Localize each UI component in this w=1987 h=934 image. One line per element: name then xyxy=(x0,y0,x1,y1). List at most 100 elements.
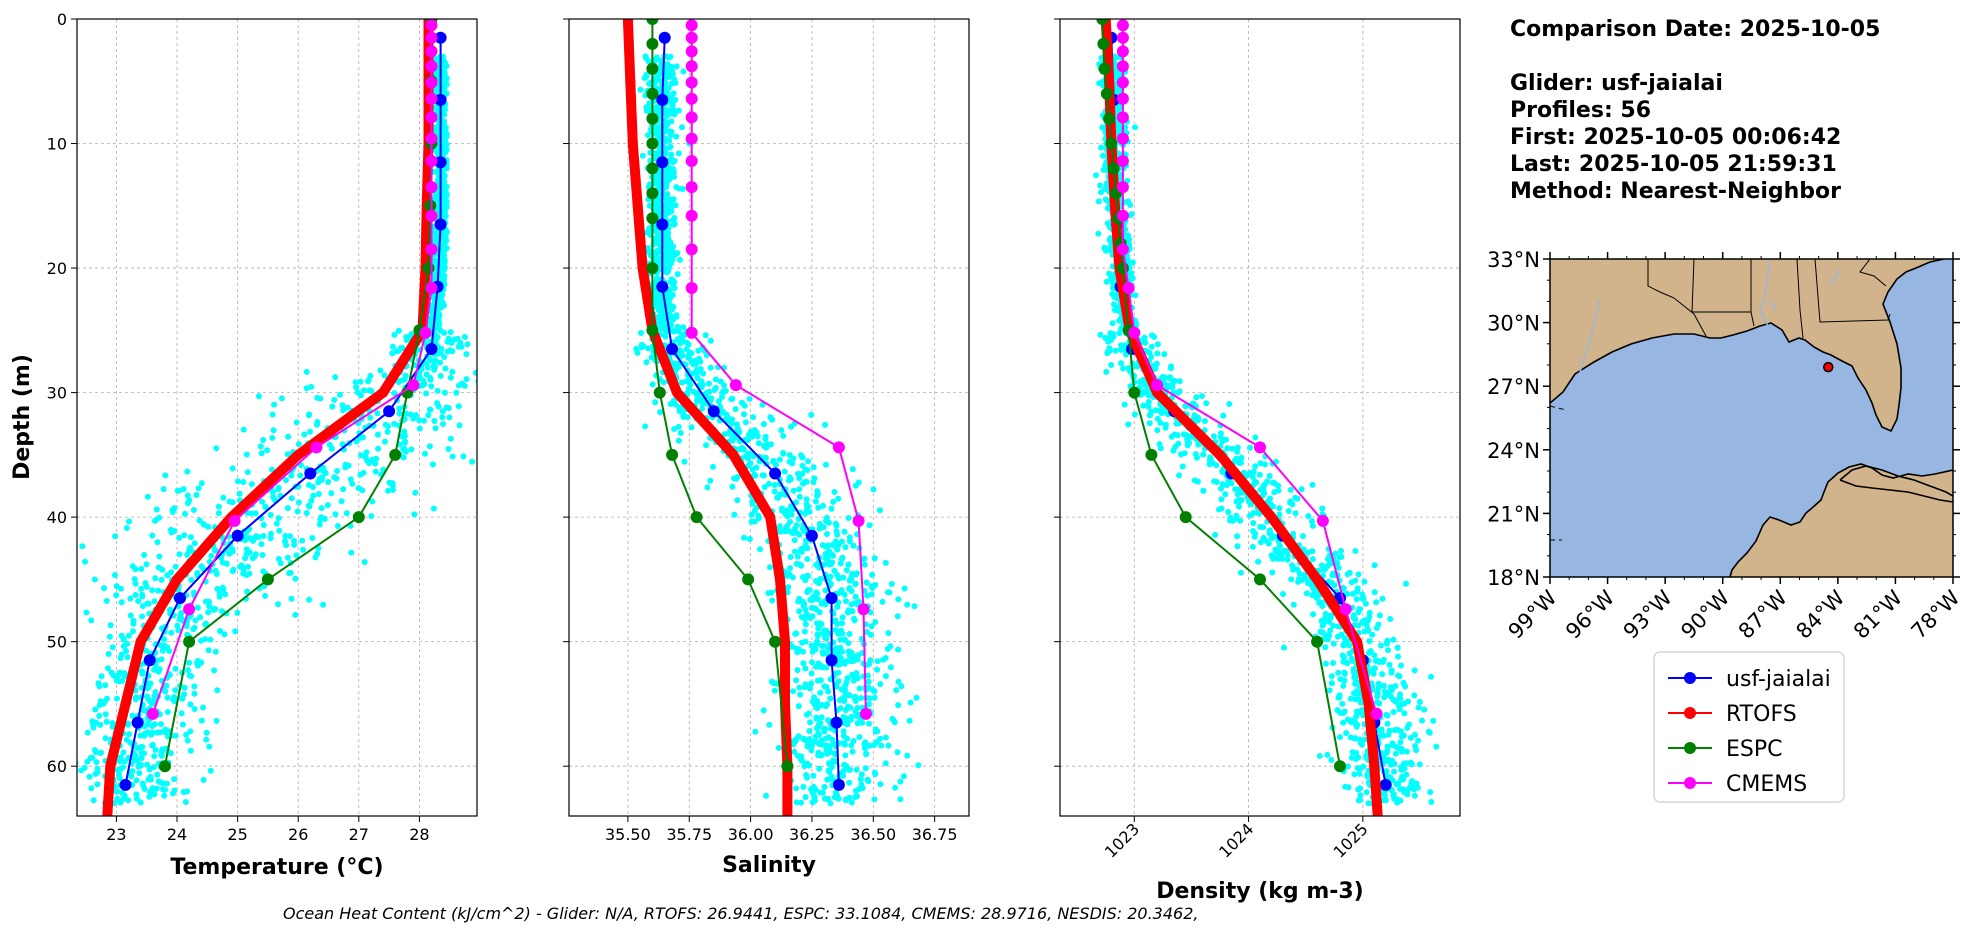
glider-scatter-point xyxy=(806,728,813,734)
glider-scatter-point xyxy=(1144,387,1151,394)
glider-scatter-point xyxy=(665,266,672,273)
glider-scatter-point xyxy=(1132,124,1138,131)
glider-scatter-point xyxy=(805,458,812,465)
glider-scatter-point xyxy=(637,86,644,93)
glider-scatter-point xyxy=(804,556,811,563)
glider-scatter-point xyxy=(1426,729,1433,736)
usf-jaialai-point xyxy=(231,529,244,542)
glider-scatter-point xyxy=(118,651,125,658)
glider-scatter-point xyxy=(856,734,863,740)
glider-scatter-point xyxy=(389,487,396,493)
glider-scatter-point xyxy=(706,380,712,387)
glider-scatter-point xyxy=(1195,441,1202,448)
glider-scatter-point xyxy=(1421,706,1428,713)
glider-scatter-point xyxy=(892,784,899,791)
glider-scatter-point xyxy=(741,402,748,409)
glider-scatter-point xyxy=(88,617,95,624)
glider-scatter-point xyxy=(844,735,851,742)
glider-scatter-point xyxy=(164,694,171,701)
glider-scatter-point xyxy=(309,535,316,541)
glider-scatter-point xyxy=(1407,759,1414,766)
glider-scatter-point xyxy=(200,521,207,527)
glider-scatter-point xyxy=(664,54,671,61)
glider-scatter-point xyxy=(729,436,736,443)
glider-scatter-point xyxy=(846,577,853,584)
glider-scatter-point xyxy=(130,628,136,635)
glider-scatter-point xyxy=(1341,669,1348,676)
glider-scatter-point xyxy=(803,501,810,508)
glider-scatter-point xyxy=(447,435,454,442)
glider-scatter-point xyxy=(377,367,384,374)
CMEMS-point xyxy=(419,326,432,339)
glider-scatter-point xyxy=(229,546,236,553)
glider-scatter-point xyxy=(804,545,811,552)
glider-scatter-point xyxy=(684,414,691,421)
glider-scatter-point xyxy=(800,660,807,667)
usf-jaialai-point xyxy=(769,467,782,480)
CMEMS-point xyxy=(425,111,438,124)
glider-scatter-point xyxy=(800,783,807,790)
glider-scatter-point xyxy=(255,393,262,400)
glider-scatter-point xyxy=(906,717,913,724)
ESPC-point xyxy=(261,573,274,586)
glider-scatter-point xyxy=(841,761,848,768)
glider-scatter-point xyxy=(849,748,856,755)
glider-scatter-point xyxy=(868,631,874,638)
glider-scatter-point xyxy=(268,530,274,537)
glider-scatter-point xyxy=(431,418,438,424)
glider-scatter-point xyxy=(314,394,321,401)
glider-scatter-point xyxy=(1403,748,1410,755)
glider-scatter-point xyxy=(653,54,660,61)
salinity-xlabel: Salinity xyxy=(722,853,816,878)
ESPC-point xyxy=(646,162,659,175)
glider-scatter-point xyxy=(1328,757,1335,763)
glider-scatter-point xyxy=(732,406,739,413)
glider-scatter-point xyxy=(308,497,315,504)
glider-scatter-point xyxy=(170,790,176,797)
glider-scatter-point xyxy=(152,747,159,753)
glider-scatter-point xyxy=(645,345,652,352)
glider-scatter-point xyxy=(158,748,165,755)
glider-scatter-point xyxy=(180,486,187,493)
glider-scatter-point xyxy=(464,341,471,348)
glider-scatter-point xyxy=(857,776,864,783)
x-tick-label: 36.00 xyxy=(728,825,774,844)
glider-scatter-point xyxy=(1355,571,1362,578)
glider-scatter-point xyxy=(442,365,449,372)
glider-scatter-point xyxy=(871,688,878,694)
glider-scatter-point xyxy=(271,401,278,408)
glider-scatter-point xyxy=(1300,533,1306,540)
salinity-panel: 35.50 35.75 36.00 36.25 36.50 36.75 Salinity xyxy=(563,18,970,878)
glider-scatter-point xyxy=(1351,669,1357,676)
glider-scatter-point xyxy=(203,729,210,736)
glider-scatter-point xyxy=(149,723,156,730)
glider-scatter-point xyxy=(412,489,419,496)
glider-scatter-point xyxy=(354,389,361,396)
glider-scatter-point xyxy=(815,504,822,511)
glider-scatter-point xyxy=(166,648,173,654)
glider-scatter-point xyxy=(655,299,662,306)
glider-scatter-point xyxy=(1379,671,1386,678)
glider-scatter-point xyxy=(789,574,796,581)
glider-scatter-point xyxy=(794,553,801,560)
glider-scatter-point xyxy=(1226,401,1233,407)
glider-scatter-point xyxy=(120,749,127,756)
glider-scatter-point xyxy=(1272,546,1279,553)
y-tick-label: 0 xyxy=(57,10,67,29)
glider-scatter-point xyxy=(502,400,508,406)
glider-scatter-point xyxy=(841,528,848,535)
glider-scatter-point xyxy=(369,498,376,505)
glider-scatter-point xyxy=(643,71,650,78)
glider-scatter-point xyxy=(213,445,220,452)
glider-scatter-point xyxy=(1275,482,1282,489)
glider-scatter-point xyxy=(334,523,341,529)
glider-scatter-point xyxy=(793,677,800,684)
glider-scatter-point xyxy=(90,797,97,804)
glider-scatter-point xyxy=(882,734,889,741)
glider-scatter-point xyxy=(1309,522,1316,529)
glider-scatter-point xyxy=(780,432,787,439)
glider-scatter-point xyxy=(1406,721,1413,728)
glider-scatter-point xyxy=(836,697,843,704)
glider-scatter-point xyxy=(434,400,441,407)
glider-scatter-point xyxy=(824,776,831,783)
